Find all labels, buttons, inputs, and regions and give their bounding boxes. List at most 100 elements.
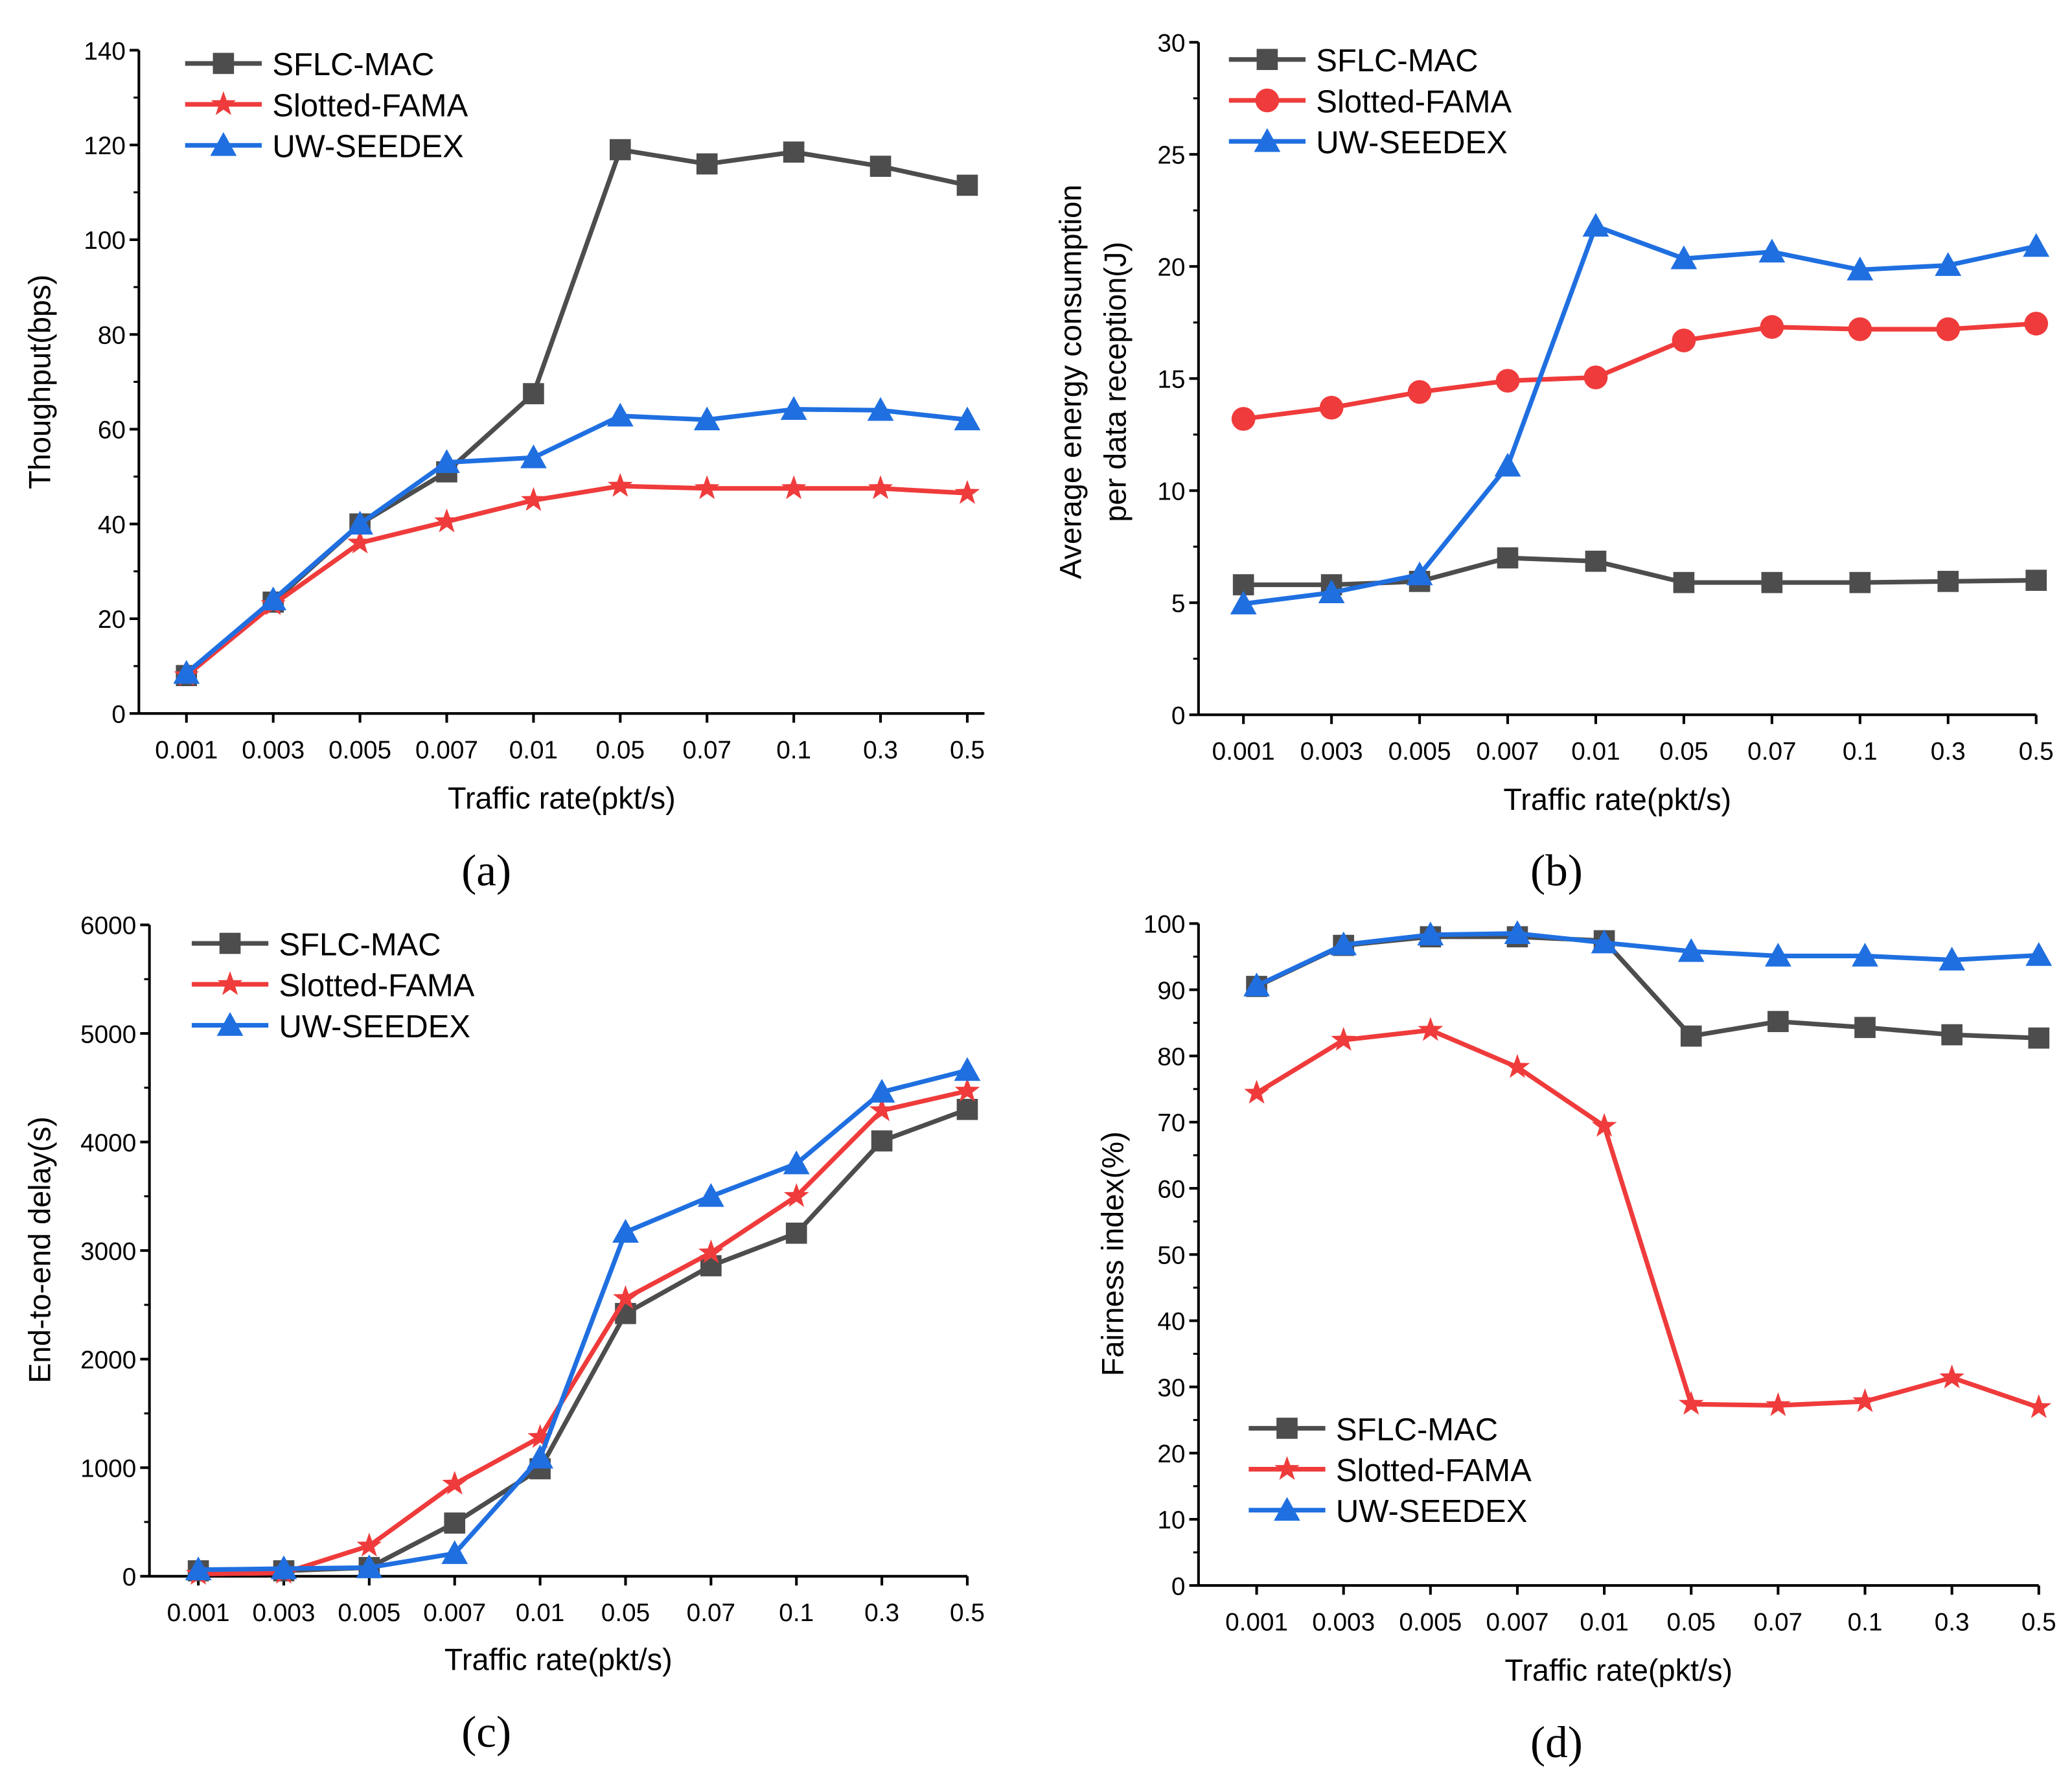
data-point	[2025, 942, 2053, 966]
y-tick-label: 30	[1157, 30, 1185, 58]
y-tick-label: 0	[1171, 702, 1186, 730]
y-axis-label: per data reception(J)	[1099, 242, 1133, 522]
data-point	[697, 1182, 724, 1207]
y-tick-label: 6000	[80, 912, 136, 940]
series-sflc-mac	[1246, 926, 2050, 1049]
data-point	[783, 141, 805, 163]
series-sflc-mac	[176, 139, 978, 687]
chart-b: 0 5 10 15 20 25 30 0.001 0.003 0.005 0.007 0.01 0.05…	[1053, 30, 2053, 895]
legend-entry: SFLC-MAC	[1228, 43, 1478, 78]
y-tick-label: 25	[1157, 142, 1185, 170]
series-line	[1243, 321, 2036, 422]
legend-marker	[1254, 128, 1281, 152]
y-tick-label: 90	[1157, 977, 1185, 1005]
y-tick-label: 30	[1157, 1374, 1185, 1402]
x-tick-label: 0.05	[1659, 738, 1708, 766]
series-line	[1255, 1028, 2040, 1410]
legend-label: SFLC-MAC	[1336, 1412, 1498, 1447]
y-tick-label: 20	[1157, 254, 1185, 282]
x-tick-label: 0.3	[1935, 1608, 1970, 1636]
data-point	[954, 479, 980, 504]
legend-entry: Slotted-FAMA	[191, 969, 475, 1004]
data-point	[260, 586, 287, 611]
chart-c: 0 1000 2000 3000 4000 5000 6000 0.001 0.003 0.005…	[23, 912, 985, 1756]
data-point	[1847, 257, 1874, 281]
data-point	[696, 153, 718, 175]
data-point	[1504, 920, 1531, 945]
y-tick-label: 3000	[80, 1238, 136, 1265]
data-point	[867, 397, 894, 421]
data-point	[1494, 452, 1521, 477]
y-tick-label: 20	[1157, 1440, 1185, 1468]
legend-marker	[1256, 49, 1278, 71]
x-tick-label: 0.07	[1754, 1608, 1802, 1636]
data-point	[523, 383, 544, 404]
x-tick-label: 0.3	[863, 737, 898, 765]
y-tick-label: 2000	[80, 1346, 136, 1374]
data-point	[270, 1555, 297, 1580]
y-tick-label: 60	[98, 417, 126, 444]
data-point	[356, 1554, 383, 1578]
data-point	[1406, 561, 1433, 586]
data-point	[694, 475, 720, 500]
data-point	[1231, 407, 1256, 431]
data-point	[1935, 252, 1962, 276]
y-tick-label: 40	[1157, 1308, 1185, 1336]
y-tick-label: 50	[1157, 1242, 1185, 1270]
series-slotted-fama	[185, 1077, 980, 1585]
series-slotted-fama	[1244, 1017, 2052, 1418]
legend-marker	[219, 932, 241, 954]
x-tick-label: 0.01	[509, 737, 558, 765]
data-point	[954, 1077, 980, 1102]
x-tick-label: 0.1	[1848, 1608, 1883, 1636]
legend-marker	[210, 132, 237, 156]
data-point	[1941, 1024, 1963, 1046]
legend-marker	[217, 971, 243, 995]
x-tick-label: 0.5	[950, 737, 985, 765]
data-point	[433, 449, 460, 473]
legend-marker	[1274, 1456, 1300, 1480]
chart-d: 0 10 20 30 40 50 60 70 80 90 100 0.001 0.003 0.005 0.0…	[1096, 911, 2056, 1767]
x-axis-label: Traffic rate(pkt/s)	[444, 1643, 673, 1677]
x-tick-label: 0.001	[167, 1599, 230, 1627]
series-uw-seedex	[1230, 213, 2050, 615]
y-tick-label: 4000	[80, 1129, 136, 1157]
data-point	[1331, 1026, 1357, 1051]
y-tick-label: 1000	[80, 1455, 136, 1483]
data-point	[868, 475, 893, 500]
data-point	[610, 139, 631, 161]
data-point	[954, 1057, 981, 1081]
legend-marker	[1276, 1418, 1298, 1439]
x-tick-label: 0.007	[423, 1599, 486, 1627]
data-point	[1766, 1392, 1791, 1416]
x-tick-label: 0.05	[1667, 1608, 1716, 1636]
x-tick-label: 0.007	[415, 737, 478, 765]
data-point	[1677, 938, 1705, 962]
data-point	[1497, 547, 1519, 569]
legend-entry: SFLC-MAC	[185, 47, 434, 82]
legend-label: Slotted-FAMA	[279, 969, 475, 1004]
data-point	[1407, 380, 1432, 404]
data-point	[520, 444, 547, 468]
y-tick-label: 5	[1171, 590, 1186, 618]
data-point	[1230, 590, 1257, 615]
x-tick-label: 0.07	[687, 1599, 735, 1627]
legend-entry: UW-SEEDEX	[185, 130, 464, 165]
legend-label: Slotted-FAMA	[1336, 1453, 1532, 1488]
series-uw-seedex	[173, 396, 981, 684]
x-tick-label: 0.005	[1388, 738, 1451, 766]
data-point	[441, 1540, 468, 1564]
data-point	[1854, 1017, 1876, 1039]
y-tick-label: 40	[98, 511, 126, 539]
y-axis-label: End-to-end delay(s)	[23, 1116, 57, 1383]
legend-marker	[1255, 88, 1280, 113]
subfigure-caption: (a)	[461, 845, 511, 895]
subfigure-caption: (d)	[1530, 1717, 1583, 1767]
legend-label: SFLC-MAC	[279, 927, 441, 962]
x-tick-label: 0.05	[596, 737, 645, 765]
x-tick-label: 0.003	[1300, 738, 1363, 766]
data-point	[1670, 245, 1698, 270]
data-point	[607, 472, 633, 497]
data-point	[434, 508, 459, 533]
data-point	[956, 1098, 978, 1120]
